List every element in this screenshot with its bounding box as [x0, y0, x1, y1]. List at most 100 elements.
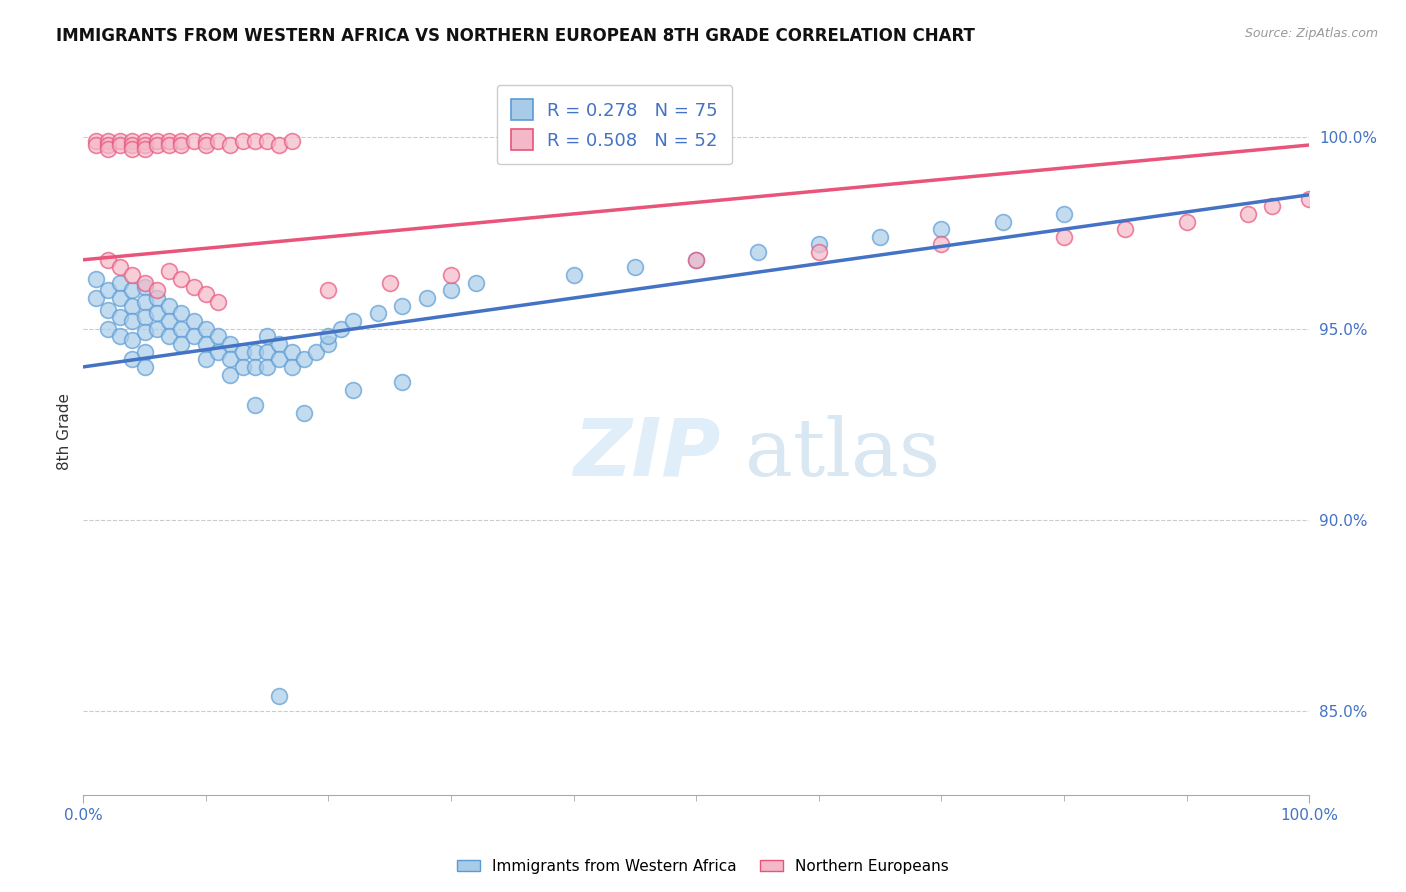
- Point: [991, 214, 1014, 228]
- Point: [243, 398, 266, 412]
- Point: [807, 245, 830, 260]
- Point: [97, 142, 120, 156]
- Point: [121, 333, 143, 347]
- Point: [108, 260, 131, 275]
- Point: [121, 299, 143, 313]
- Point: [170, 272, 193, 286]
- Legend: R = 0.278   N = 75, R = 0.508   N = 52: R = 0.278 N = 75, R = 0.508 N = 52: [496, 85, 733, 164]
- Text: ZIP: ZIP: [574, 415, 721, 492]
- Point: [869, 229, 891, 244]
- Point: [183, 279, 205, 293]
- Point: [415, 291, 437, 305]
- Point: [1053, 207, 1076, 221]
- Point: [108, 276, 131, 290]
- Point: [134, 310, 156, 325]
- Point: [440, 284, 463, 298]
- Point: [378, 276, 401, 290]
- Point: [207, 344, 229, 359]
- Point: [562, 268, 585, 282]
- Point: [97, 284, 120, 298]
- Point: [134, 134, 156, 148]
- Point: [121, 142, 143, 156]
- Point: [97, 138, 120, 153]
- Point: [84, 134, 107, 148]
- Point: [183, 314, 205, 328]
- Point: [1114, 222, 1136, 236]
- Point: [97, 321, 120, 335]
- Point: [108, 310, 131, 325]
- Point: [269, 138, 291, 153]
- Point: [170, 321, 193, 335]
- Point: [243, 359, 266, 374]
- Point: [134, 359, 156, 374]
- Point: [108, 134, 131, 148]
- Point: [1237, 207, 1260, 221]
- Point: [256, 134, 278, 148]
- Point: [121, 138, 143, 153]
- Point: [146, 321, 169, 335]
- Point: [292, 406, 315, 420]
- Point: [232, 134, 254, 148]
- Point: [134, 326, 156, 340]
- Point: [256, 344, 278, 359]
- Point: [121, 284, 143, 298]
- Point: [318, 337, 340, 351]
- Point: [256, 359, 278, 374]
- Point: [194, 337, 217, 351]
- Point: [931, 237, 953, 252]
- Point: [219, 337, 242, 351]
- Point: [269, 337, 291, 351]
- Point: [157, 299, 180, 313]
- Point: [84, 138, 107, 153]
- Point: [97, 252, 120, 267]
- Point: [183, 329, 205, 343]
- Text: Source: ZipAtlas.com: Source: ZipAtlas.com: [1244, 27, 1378, 40]
- Point: [170, 134, 193, 148]
- Point: [391, 299, 413, 313]
- Point: [134, 279, 156, 293]
- Point: [1175, 214, 1198, 228]
- Point: [329, 321, 352, 335]
- Point: [170, 306, 193, 320]
- Point: [931, 222, 953, 236]
- Point: [685, 252, 707, 267]
- Point: [134, 142, 156, 156]
- Point: [157, 329, 180, 343]
- Point: [84, 291, 107, 305]
- Point: [207, 294, 229, 309]
- Point: [305, 344, 328, 359]
- Text: IMMIGRANTS FROM WESTERN AFRICA VS NORTHERN EUROPEAN 8TH GRADE CORRELATION CHART: IMMIGRANTS FROM WESTERN AFRICA VS NORTHE…: [56, 27, 976, 45]
- Point: [157, 314, 180, 328]
- Point: [108, 138, 131, 153]
- Point: [97, 302, 120, 317]
- Point: [318, 284, 340, 298]
- Point: [269, 352, 291, 367]
- Point: [280, 359, 302, 374]
- Point: [157, 134, 180, 148]
- Point: [280, 344, 302, 359]
- Point: [194, 321, 217, 335]
- Point: [464, 276, 486, 290]
- Point: [146, 306, 169, 320]
- Point: [108, 291, 131, 305]
- Point: [232, 359, 254, 374]
- Point: [97, 134, 120, 148]
- Point: [134, 294, 156, 309]
- Point: [1298, 192, 1320, 206]
- Point: [1053, 229, 1076, 244]
- Point: [391, 375, 413, 389]
- Point: [146, 134, 169, 148]
- Point: [134, 344, 156, 359]
- Point: [280, 134, 302, 148]
- Point: [84, 272, 107, 286]
- Point: [108, 329, 131, 343]
- Point: [194, 138, 217, 153]
- Point: [207, 134, 229, 148]
- Point: [342, 383, 364, 397]
- Point: [342, 314, 364, 328]
- Point: [440, 268, 463, 282]
- Point: [624, 260, 647, 275]
- Point: [146, 291, 169, 305]
- Point: [243, 134, 266, 148]
- Point: [170, 337, 193, 351]
